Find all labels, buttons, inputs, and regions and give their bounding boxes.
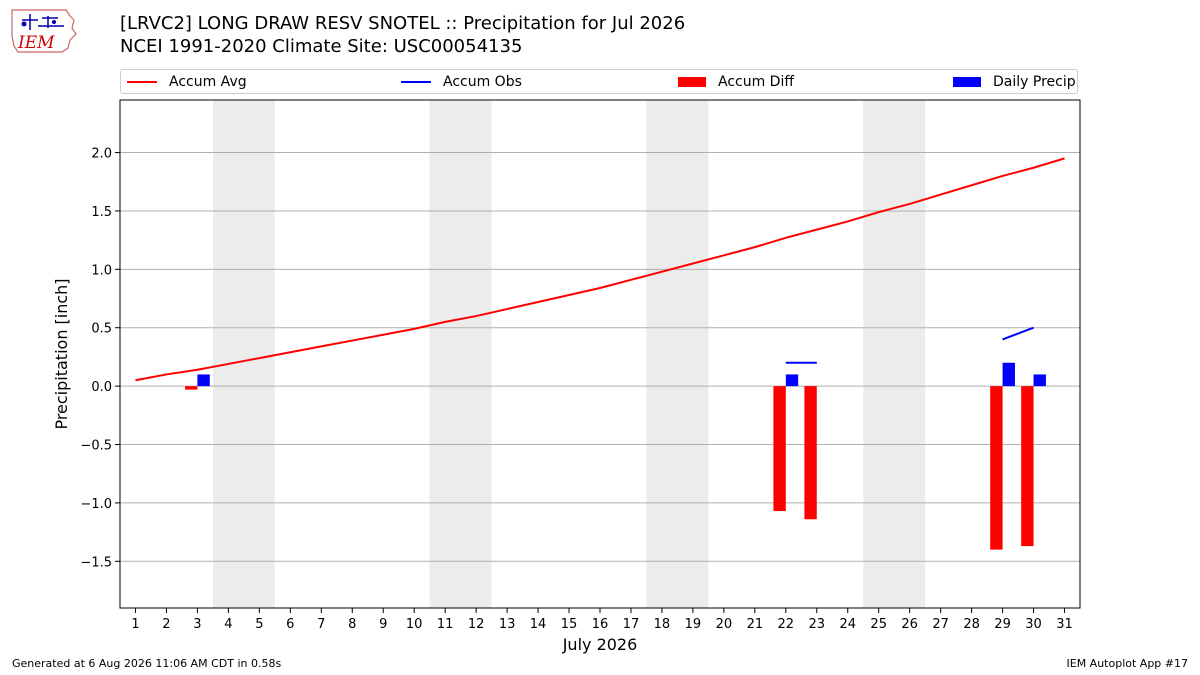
title-line-1: [LRVC2] LONG DRAW RESV SNOTEL :: Precipi… — [120, 13, 686, 34]
legend-label-daily-precip: Daily Precip — [993, 73, 1076, 90]
legend-swatch-accum-avg — [127, 80, 157, 83]
legend-item-accum-avg: Accum Avg — [127, 70, 247, 93]
accum-avg-line — [135, 157, 1065, 382]
weekend-band — [212, 100, 275, 608]
daily-precip-bar — [1033, 374, 1046, 387]
x-tick-label: 3 — [193, 617, 201, 632]
x-tick-label: 31 — [1056, 617, 1073, 632]
x-tick-label: 24 — [839, 617, 856, 632]
x-tick-label: 28 — [963, 617, 980, 632]
x-tick-label: 25 — [870, 617, 887, 632]
weekend-band — [646, 100, 709, 608]
x-tick-label: 8 — [348, 617, 356, 632]
y-tick-label: 1.0 — [91, 263, 112, 278]
daily-precip-bar — [785, 374, 799, 387]
accum-diff-bar — [804, 386, 817, 520]
x-tick-label: 26 — [901, 617, 918, 632]
logo-text: IEM — [17, 33, 55, 53]
accum-diff-bar — [185, 386, 198, 390]
y-tick-label: −1.0 — [80, 497, 112, 512]
x-tick-label: 22 — [778, 617, 795, 632]
accum-diff-bar — [773, 386, 786, 512]
x-tick-label: 13 — [499, 617, 516, 632]
chart-legend: Accum Avg Accum Obs Accum Diff Daily Pre… — [120, 69, 1078, 94]
legend-item-accum-diff: Accum Diff — [678, 70, 794, 93]
y-tick-label: 0.5 — [91, 322, 112, 337]
y-tick-label: 0.0 — [91, 380, 112, 395]
x-tick-label: 11 — [437, 617, 454, 632]
y-tick-label: 1.5 — [91, 205, 112, 220]
legend-swatch-accum-diff — [678, 76, 706, 87]
footer-generated: Generated at 6 Aug 2026 11:06 AM CDT in … — [12, 657, 282, 670]
iowa-map-icon: IEM — [11, 9, 77, 53]
x-axis-label: July 2026 — [562, 635, 638, 654]
legend-label-accum-diff: Accum Diff — [718, 73, 795, 90]
x-tick-label: 2 — [162, 617, 170, 632]
x-tick-label: 10 — [406, 617, 423, 632]
x-tick-label: 12 — [468, 617, 485, 632]
x-tick-label: 19 — [685, 617, 702, 632]
legend-label-accum-obs: Accum Obs — [443, 73, 522, 90]
x-tick-label: 20 — [716, 617, 733, 632]
x-tick-label: 14 — [530, 617, 547, 632]
accum-diff-bar — [1021, 386, 1034, 547]
footer-app: IEM Autoplot App #17 — [1066, 657, 1189, 670]
x-tick-label: 27 — [932, 617, 949, 632]
y-tick-label: −0.5 — [80, 439, 112, 454]
legend-item-daily-precip: Daily Precip — [953, 70, 1076, 93]
x-tick-label: 4 — [224, 617, 232, 632]
x-tick-label: 9 — [379, 617, 387, 632]
x-tick-label: 17 — [623, 617, 640, 632]
y-axis-label: Precipitation [inch] — [52, 278, 71, 429]
chart-title: [LRVC2] LONG DRAW RESV SNOTEL :: Precipi… — [120, 12, 685, 58]
x-tick-label: 23 — [809, 617, 826, 632]
x-tick-label: 30 — [1025, 617, 1042, 632]
weekend-band — [863, 100, 926, 608]
x-tick-label: 1 — [131, 617, 139, 632]
daily-precip-bar — [1002, 362, 1015, 387]
x-tick-label: 29 — [994, 617, 1011, 632]
title-line-2: NCEI 1991-2020 Climate Site: USC00054135 — [120, 36, 523, 57]
legend-swatch-daily-precip — [953, 76, 981, 87]
y-tick-label: 2.0 — [91, 147, 112, 162]
x-tick-label: 21 — [747, 617, 764, 632]
accum-obs-line — [1002, 326, 1034, 341]
weekend-band — [429, 100, 492, 608]
accum-diff-bar — [990, 386, 1003, 550]
x-tick-label: 16 — [592, 617, 609, 632]
x-tick-label: 15 — [561, 617, 578, 632]
x-tick-label: 7 — [317, 617, 325, 632]
legend-label-accum-avg: Accum Avg — [169, 73, 247, 90]
iem-logo: IEM — [8, 6, 80, 58]
legend-item-accum-obs: Accum Obs — [401, 70, 522, 93]
y-tick-label: −1.5 — [80, 555, 112, 570]
x-tick-label: 18 — [654, 617, 671, 632]
legend-swatch-accum-obs — [401, 80, 431, 83]
x-tick-label: 6 — [286, 617, 294, 632]
x-tick-label: 5 — [255, 617, 263, 632]
daily-precip-bar — [197, 374, 210, 387]
